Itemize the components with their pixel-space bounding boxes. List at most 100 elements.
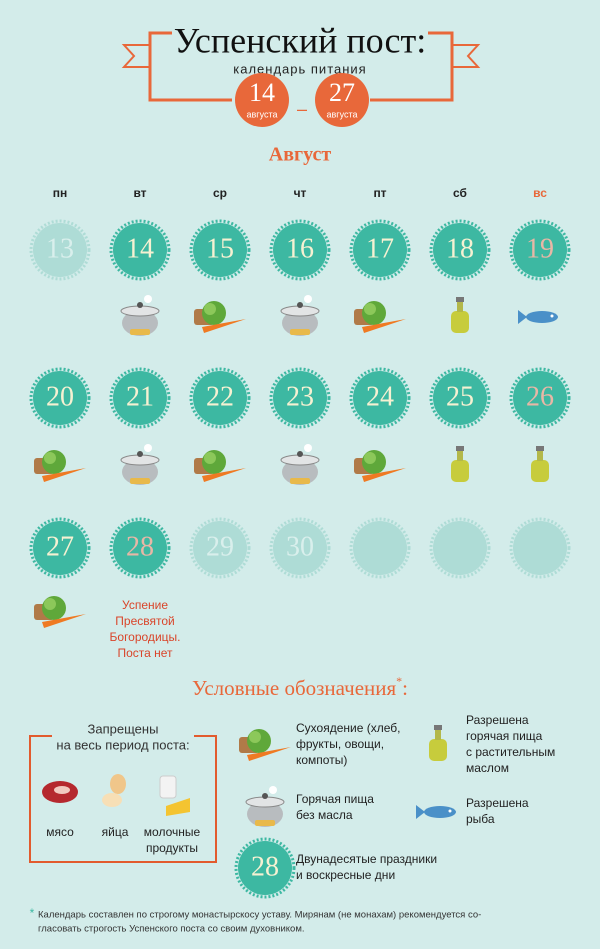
fish-eye	[550, 314, 554, 318]
day-number: 14	[126, 233, 154, 264]
icon-pot	[245, 786, 285, 827]
day-number: 17	[366, 233, 394, 264]
forbidden-title: Запрещены	[88, 721, 159, 736]
steam	[304, 444, 312, 452]
day-circle-fill	[433, 223, 487, 277]
cabbage-leaf	[204, 303, 216, 315]
fish-tail	[518, 310, 527, 324]
legend-label: с растительным	[466, 745, 555, 759]
pot-knob	[262, 793, 268, 799]
day-circle	[189, 367, 251, 429]
cap	[456, 446, 464, 451]
legend-label: без масла	[296, 808, 353, 822]
feast-note: Пресвятой	[115, 614, 174, 628]
day-circle-fill	[353, 371, 407, 425]
day-circle-fill	[353, 521, 407, 575]
legend-label: и воскресные дни	[296, 868, 395, 882]
forbidden-label: продукты	[146, 841, 198, 855]
icon-oil	[429, 725, 447, 761]
carrot	[42, 614, 86, 628]
weekday: ср	[213, 186, 227, 200]
day-number: 16	[286, 233, 314, 264]
soup	[290, 478, 310, 484]
legend-label: Разрешена	[466, 796, 529, 810]
day-circle	[29, 517, 91, 579]
day-number: 19	[526, 233, 554, 264]
legend-label: горячая пища	[466, 729, 543, 743]
day-circle	[429, 219, 491, 281]
weekday: пт	[373, 186, 386, 200]
neck	[435, 729, 441, 740]
title-frame	[121, 31, 481, 102]
day-circle-fill	[513, 521, 567, 575]
icon-oil	[451, 297, 469, 333]
day-number: 13	[46, 233, 74, 264]
day-circle	[109, 219, 171, 281]
day-number: 26	[526, 381, 554, 412]
egg2	[102, 793, 122, 807]
feast-note: Богородицы.	[110, 630, 181, 644]
soup	[255, 820, 275, 826]
forbidden-label: мясо	[46, 825, 74, 839]
carrot	[247, 747, 291, 761]
day-circle-fill	[33, 521, 87, 575]
day-circle	[429, 367, 491, 429]
legend-label: Сухоядение (хлеб,	[296, 721, 400, 735]
legend-title-part: Условные обозначения	[192, 676, 397, 700]
day-circle-fill	[113, 521, 167, 575]
bottle	[429, 739, 447, 761]
day-circle-fill	[273, 371, 327, 425]
title: Успенский пост:	[174, 20, 427, 60]
cap	[434, 725, 442, 730]
day-number: 30	[286, 531, 314, 562]
day-circle	[269, 517, 331, 579]
feast-note: Успение	[122, 598, 168, 612]
weekday: чт	[294, 186, 307, 200]
bottle	[451, 460, 469, 482]
icon-fish	[518, 310, 558, 324]
icon-pot	[120, 295, 160, 336]
pot-knob	[137, 302, 143, 308]
cabbage-leaf	[364, 452, 376, 464]
day-number: 23	[286, 381, 314, 412]
day-circle	[189, 517, 251, 579]
pot-knob	[297, 302, 303, 308]
cabbage-leaf	[249, 731, 261, 743]
day-circle-fill	[33, 223, 87, 277]
day-circle-fill	[273, 521, 327, 575]
day-number: 15	[206, 233, 234, 264]
icon-veg	[34, 450, 86, 482]
cheese	[166, 798, 190, 816]
cap	[456, 297, 464, 302]
footnote: гласовать строгость Успенского поста со …	[38, 924, 305, 935]
carrot	[202, 468, 246, 482]
icon-fish	[416, 805, 456, 819]
day-number: 22	[206, 381, 234, 412]
day-circle-fill	[113, 223, 167, 277]
subtitle: календарь питания	[233, 61, 366, 76]
day-circle	[269, 367, 331, 429]
icon-veg	[34, 596, 86, 628]
carrot	[362, 468, 406, 482]
forbidden-title: на весь период поста:	[56, 737, 189, 752]
neck	[537, 450, 543, 461]
day-number: 18	[446, 233, 474, 264]
forbidden-label: яйца	[102, 825, 129, 839]
legend-title-part: :	[402, 676, 408, 700]
date-day: 14	[249, 78, 275, 107]
meat-fat	[54, 786, 70, 794]
weekday: вс	[533, 186, 547, 200]
soup	[130, 329, 150, 335]
icon-pot	[120, 444, 160, 485]
legend-label: Разрешена	[466, 713, 529, 727]
pot-knob	[137, 451, 143, 457]
fish-eye	[448, 809, 452, 813]
carrot	[42, 468, 86, 482]
cap	[536, 446, 544, 451]
date-circle	[315, 73, 369, 127]
footnote-mark: *	[30, 906, 35, 920]
day-circle-fill	[193, 223, 247, 277]
day-circle-fill	[238, 841, 292, 895]
day-circle	[509, 517, 571, 579]
date-circle	[235, 73, 289, 127]
